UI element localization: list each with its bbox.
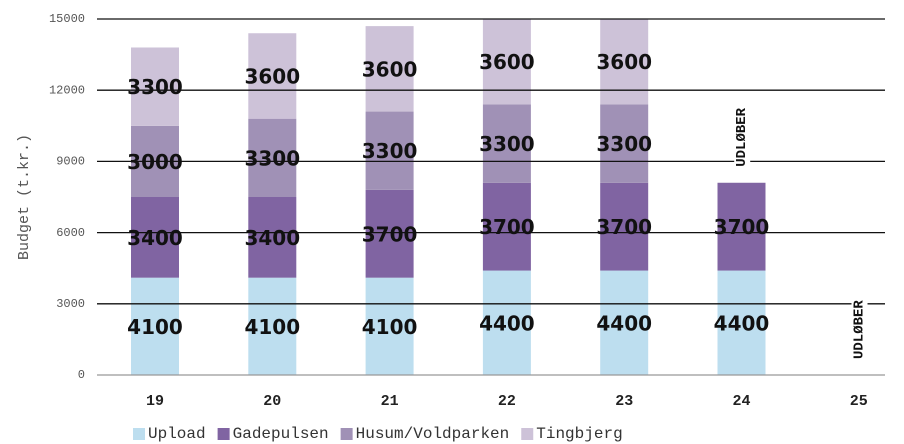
bar-segment (248, 118, 297, 197)
data-label: 4400 (714, 311, 770, 335)
data-label: 3400 (127, 226, 183, 250)
data-label: 3300 (596, 132, 652, 156)
bar-segment (600, 182, 649, 271)
x-tick-label: 24 (732, 393, 750, 410)
x-tick-label: 21 (381, 393, 399, 410)
x-tick-label: 20 (263, 393, 281, 410)
bar-segment (248, 197, 297, 278)
x-tick-label: 25 (850, 393, 868, 410)
bar-segment (482, 270, 531, 375)
legend-swatch (133, 428, 145, 440)
y-axis-label: Budget (t.kr.) (16, 134, 33, 260)
y-tick-label: 15000 (49, 12, 85, 26)
legend-swatch (521, 428, 534, 440)
legend-label: Husum/Voldparken (356, 425, 510, 443)
bar-segment (365, 277, 414, 375)
data-label: 3300 (362, 139, 418, 163)
bar-segment (131, 277, 179, 375)
annotation: UDLØBER (734, 107, 750, 166)
legend-swatch (217, 428, 230, 440)
data-label: 3600 (479, 50, 535, 74)
x-tick-label: 23 (615, 393, 633, 410)
y-tick-label: 3000 (56, 297, 85, 311)
bar-segment (365, 26, 414, 112)
legend-swatch (340, 428, 353, 440)
data-label: 4100 (127, 315, 183, 339)
annotation-bg (734, 105, 751, 169)
bar-segment (131, 197, 179, 278)
data-label: 3300 (244, 146, 300, 170)
bar-segment (131, 47, 179, 126)
y-tick-label: 9000 (56, 155, 85, 169)
data-label: 3600 (244, 64, 300, 88)
legend-label: Upload (148, 425, 206, 443)
data-label: 4400 (479, 311, 535, 335)
annotation-bg (851, 297, 868, 361)
bar-segment (717, 182, 766, 271)
x-tick-label: 22 (498, 393, 516, 410)
data-label: 3300 (479, 132, 535, 156)
data-label: 3700 (596, 215, 652, 239)
legend-label: Tingbjerg (536, 425, 622, 443)
legend-label: Gadepulsen (233, 425, 329, 443)
data-label: 3300 (127, 75, 183, 99)
bar-segment (365, 189, 414, 278)
y-tick-label: 6000 (56, 226, 85, 240)
data-label: 4400 (596, 311, 652, 335)
data-label: 3600 (362, 57, 418, 81)
data-label: 3700 (362, 222, 418, 246)
data-label: 3600 (596, 50, 652, 74)
y-tick-label: 0 (78, 368, 85, 382)
x-tick-label: 19 (146, 393, 164, 410)
bar-segment (717, 270, 766, 375)
bar-segment (482, 182, 531, 271)
data-label: 3400 (244, 226, 300, 250)
data-label: 3700 (479, 215, 535, 239)
data-label: 3000 (127, 150, 183, 174)
data-label: 4100 (244, 315, 300, 339)
bar-segment (600, 270, 649, 375)
bar-segment (365, 111, 414, 190)
annotation: UDLØBER (852, 300, 868, 359)
data-label: 3700 (714, 215, 770, 239)
bar-segment (248, 33, 297, 119)
data-label: 4100 (362, 315, 418, 339)
y-tick-label: 12000 (49, 83, 85, 97)
bar-segment (600, 104, 649, 183)
bar-segment (248, 277, 297, 375)
bar-segment (482, 104, 531, 183)
